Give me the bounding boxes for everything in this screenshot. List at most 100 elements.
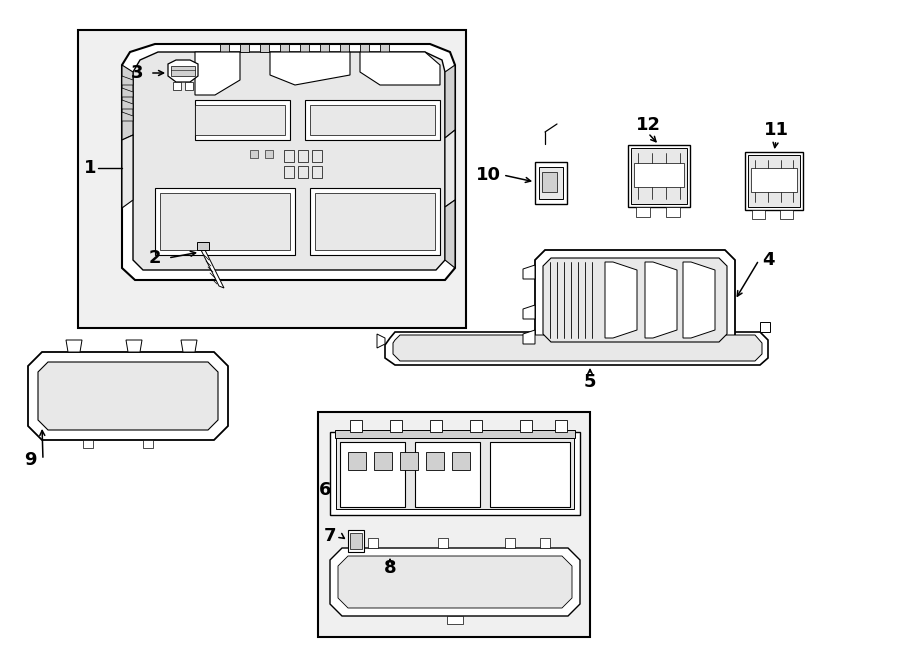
Polygon shape	[335, 430, 575, 438]
Polygon shape	[683, 262, 715, 338]
Polygon shape	[631, 148, 687, 204]
Polygon shape	[426, 452, 444, 470]
Polygon shape	[340, 442, 405, 507]
Polygon shape	[780, 210, 793, 219]
Polygon shape	[195, 105, 285, 135]
Polygon shape	[605, 262, 637, 338]
Polygon shape	[760, 322, 770, 332]
Polygon shape	[438, 538, 448, 548]
Polygon shape	[555, 420, 567, 432]
Polygon shape	[374, 452, 392, 470]
Bar	[318, 412, 590, 637]
Polygon shape	[305, 100, 440, 140]
Polygon shape	[445, 200, 455, 268]
Polygon shape	[310, 105, 435, 135]
Polygon shape	[539, 167, 563, 199]
Text: 3: 3	[130, 64, 143, 82]
Polygon shape	[542, 172, 557, 192]
Polygon shape	[330, 432, 580, 515]
Bar	[78, 30, 466, 328]
Polygon shape	[348, 452, 366, 470]
Polygon shape	[452, 452, 470, 470]
Polygon shape	[523, 265, 535, 279]
Polygon shape	[220, 44, 229, 52]
Polygon shape	[360, 52, 440, 85]
Polygon shape	[520, 420, 532, 432]
Polygon shape	[390, 420, 402, 432]
Polygon shape	[368, 538, 378, 548]
Polygon shape	[310, 188, 440, 255]
Polygon shape	[38, 362, 218, 430]
Text: 1: 1	[84, 159, 96, 177]
Polygon shape	[385, 332, 768, 365]
Polygon shape	[200, 248, 224, 288]
Polygon shape	[66, 340, 82, 352]
Polygon shape	[634, 163, 684, 187]
Polygon shape	[445, 130, 455, 207]
Polygon shape	[540, 538, 550, 548]
Text: 8: 8	[383, 559, 396, 577]
Polygon shape	[240, 44, 249, 52]
Polygon shape	[280, 44, 289, 52]
Polygon shape	[505, 538, 515, 548]
Polygon shape	[336, 438, 574, 509]
Polygon shape	[126, 340, 142, 352]
Polygon shape	[284, 166, 294, 178]
Polygon shape	[300, 44, 309, 52]
Polygon shape	[543, 258, 727, 342]
Polygon shape	[315, 193, 435, 250]
Polygon shape	[320, 44, 329, 52]
Polygon shape	[122, 135, 133, 208]
Polygon shape	[171, 66, 195, 76]
Polygon shape	[143, 440, 153, 448]
Polygon shape	[265, 150, 273, 158]
Polygon shape	[380, 44, 389, 52]
Polygon shape	[535, 250, 735, 350]
Polygon shape	[181, 340, 197, 352]
Polygon shape	[645, 262, 677, 338]
Polygon shape	[636, 207, 650, 217]
Polygon shape	[197, 242, 209, 250]
Polygon shape	[284, 150, 294, 162]
Polygon shape	[338, 556, 572, 608]
Polygon shape	[185, 82, 193, 90]
Text: 11: 11	[763, 121, 788, 139]
Text: 7: 7	[324, 527, 337, 545]
Polygon shape	[122, 76, 133, 85]
Polygon shape	[195, 52, 240, 95]
Polygon shape	[173, 82, 181, 90]
Text: 5: 5	[584, 373, 596, 391]
Polygon shape	[447, 616, 463, 624]
Polygon shape	[445, 65, 455, 138]
Polygon shape	[122, 112, 133, 121]
Polygon shape	[122, 88, 133, 97]
Polygon shape	[628, 145, 690, 207]
Polygon shape	[377, 334, 385, 348]
Polygon shape	[312, 166, 322, 178]
Polygon shape	[330, 548, 580, 616]
Polygon shape	[393, 335, 762, 361]
Polygon shape	[350, 533, 362, 549]
Polygon shape	[260, 44, 269, 52]
Polygon shape	[523, 330, 535, 344]
Polygon shape	[155, 188, 295, 255]
Polygon shape	[745, 152, 803, 210]
Polygon shape	[28, 352, 228, 440]
Polygon shape	[270, 52, 350, 85]
Polygon shape	[133, 52, 445, 270]
Polygon shape	[666, 207, 680, 217]
Polygon shape	[83, 440, 93, 448]
Polygon shape	[168, 60, 198, 82]
Polygon shape	[490, 442, 570, 507]
Text: 6: 6	[319, 481, 331, 499]
Polygon shape	[470, 420, 482, 432]
Polygon shape	[350, 420, 362, 432]
Polygon shape	[535, 162, 567, 204]
Text: 10: 10	[475, 166, 500, 184]
Polygon shape	[400, 452, 418, 470]
Polygon shape	[122, 44, 455, 280]
Polygon shape	[250, 150, 258, 158]
Text: 4: 4	[761, 251, 774, 269]
Polygon shape	[122, 65, 133, 140]
Polygon shape	[298, 166, 308, 178]
